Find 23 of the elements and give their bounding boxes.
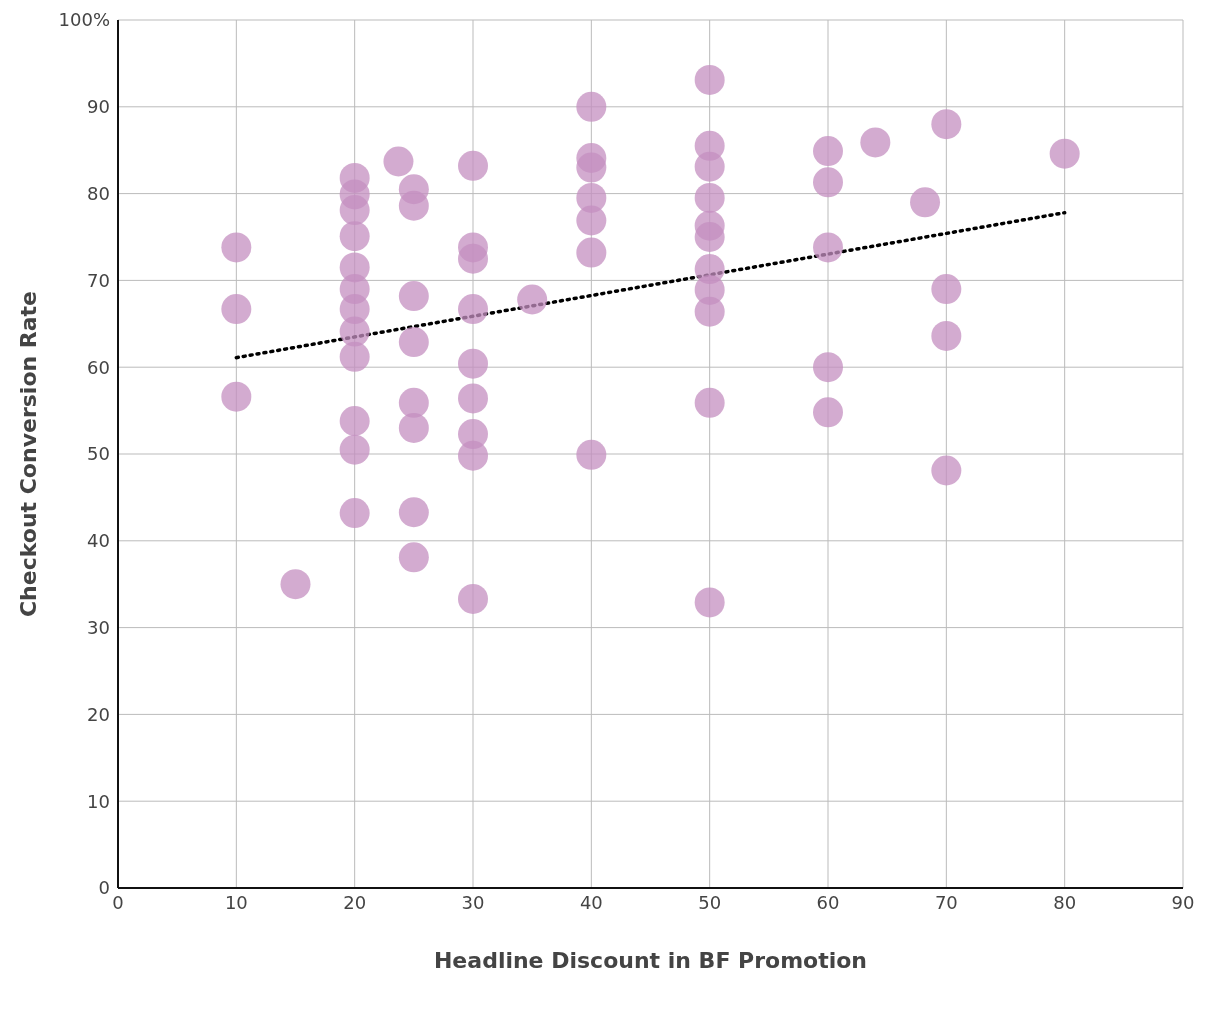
y-tick-label: 60 [87, 356, 110, 378]
y-tick-label: 30 [87, 616, 110, 638]
y-axis-title: Checkout Conversion Rate [15, 290, 41, 618]
x-tick-label: 20 [343, 891, 367, 913]
y-tick-label: 40 [87, 530, 110, 552]
y-tick-label: 90 [87, 96, 110, 118]
y-tick-label: 0 [98, 877, 110, 899]
x-tick-label: 90 [1171, 891, 1195, 913]
x-tick-label: 50 [698, 891, 722, 913]
y-tick-label: 80 [87, 182, 110, 204]
y-tick-label: 10 [87, 790, 110, 812]
x-axis-title: Headline Discount in BF Promotion [433, 948, 868, 973]
y-tick-label: 70 [87, 269, 110, 291]
x-tick-label: 0 [112, 891, 124, 913]
y-tick-label: 50 [87, 443, 110, 465]
x-tick-label: 60 [816, 891, 840, 913]
x-tick-label: 70 [934, 891, 958, 913]
x-tick-label: 80 [1053, 891, 1077, 913]
x-tick-label: 40 [579, 891, 603, 913]
y-tick-label: 20 [87, 703, 110, 725]
y-tick-label: 100% [58, 9, 110, 31]
x-tick-label: 30 [461, 891, 485, 913]
x-tick-label: 10 [224, 891, 248, 913]
